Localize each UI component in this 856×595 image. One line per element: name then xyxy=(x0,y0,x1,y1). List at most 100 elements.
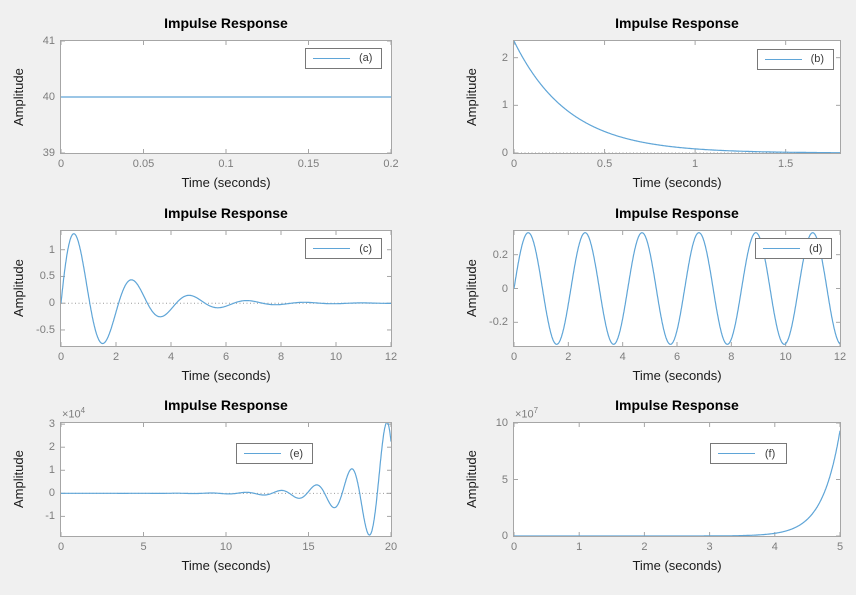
x-tick-label: 0.2 xyxy=(383,158,399,170)
x-axis-label: Time (seconds) xyxy=(181,368,271,383)
x-tick-label: 0.15 xyxy=(297,158,320,170)
subplot-b: Impulse Response Amplitude (b) Time (sec… xyxy=(464,15,841,190)
legend-line-sample xyxy=(243,453,281,455)
legend-label: (a) xyxy=(358,52,373,65)
y-axis-label: Amplitude xyxy=(11,259,26,318)
x-tick-label: 4 xyxy=(771,541,778,553)
y-tick-label: 1 xyxy=(48,464,55,477)
x-tick-label: 12 xyxy=(384,351,398,363)
x-tick-label: 0.05 xyxy=(132,158,155,170)
plot-title: Impulse Response xyxy=(615,15,739,31)
legend-label: (c) xyxy=(359,242,373,255)
x-tick-label: 0 xyxy=(57,351,65,363)
x-tick-label: 2 xyxy=(641,541,648,553)
x-axis-label: Time (seconds) xyxy=(181,558,271,573)
legend-line-sample xyxy=(764,58,802,60)
x-tick-label: 10 xyxy=(329,351,343,363)
legend[interactable]: (b) xyxy=(756,48,834,70)
x-axis-label: Time (seconds) xyxy=(632,175,722,190)
y-axis-multiplier: ×107 xyxy=(515,406,539,421)
y-tick-label: -1 xyxy=(45,510,55,523)
impulse-response-curve xyxy=(61,41,391,153)
subplot-c: Impulse Response Amplitude (c) Time (sec… xyxy=(11,205,397,383)
x-tick-label: 8 xyxy=(277,351,285,363)
legend-label: (d) xyxy=(809,242,823,255)
legend[interactable]: (e) xyxy=(235,443,313,465)
x-tick-label: 3 xyxy=(706,541,713,553)
x-tick-label: 0 xyxy=(57,158,65,170)
y-tick-label: 40 xyxy=(42,91,55,103)
y-axis-label: Amplitude xyxy=(464,68,479,126)
x-tick-label: 15 xyxy=(302,541,315,553)
legend-line-sample xyxy=(313,248,351,250)
y-tick-label: 41 xyxy=(42,35,55,47)
y-tick-label: 0 xyxy=(501,530,508,542)
x-tick-label: 4 xyxy=(167,351,175,363)
plot-title: Impulse Response xyxy=(615,205,739,221)
y-tick-label: 39 xyxy=(42,147,55,159)
x-tick-label: 5 xyxy=(836,541,844,553)
x-tick-label: 1 xyxy=(576,541,583,553)
x-tick-label: 1 xyxy=(692,158,699,170)
y-axis-label: Amplitude xyxy=(11,68,26,126)
legend-label: (f) xyxy=(764,447,776,460)
impulse-response-curve xyxy=(514,41,840,153)
legend-label: (e) xyxy=(289,447,304,460)
y-axis-label: Amplitude xyxy=(464,450,479,509)
x-tick-label: 20 xyxy=(384,541,398,553)
x-axis-label: Time (seconds) xyxy=(632,558,722,573)
y-tick-label: 3 xyxy=(48,418,55,431)
plot-title: Impulse Response xyxy=(164,15,288,31)
legend[interactable]: (d) xyxy=(755,238,833,260)
x-tick-label: 0.1 xyxy=(218,158,234,170)
x-tick-label: 6 xyxy=(673,351,681,363)
subplot-d: Impulse Response Amplitude (d) Time (sec… xyxy=(464,205,846,383)
legend[interactable]: (a) xyxy=(305,47,383,69)
plot-title: Impulse Response xyxy=(164,205,288,221)
x-tick-label: 2 xyxy=(112,351,120,363)
y-axis-label: Amplitude xyxy=(11,450,26,509)
impulse-response-curve xyxy=(61,231,391,346)
impulse-response-curve xyxy=(514,423,840,536)
impulse-response-curve xyxy=(61,423,391,536)
legend[interactable]: (f) xyxy=(709,443,787,465)
x-tick-label: 4 xyxy=(619,351,626,363)
plot-title: Impulse Response xyxy=(615,397,739,413)
x-axis-label: Time (seconds) xyxy=(632,368,722,383)
x-tick-label: 2 xyxy=(565,351,572,363)
y-tick-label: -0.2 xyxy=(489,316,508,329)
subplot-a: Impulse Response Amplitude (a) Time (sec… xyxy=(11,15,399,190)
subplot-f: Impulse Response ×107 Amplitude (f) Time… xyxy=(464,397,843,573)
x-tick-label: 0 xyxy=(510,351,518,363)
legend-line-sample xyxy=(763,248,801,250)
x-tick-label: 0 xyxy=(57,541,65,553)
legend-label: (b) xyxy=(810,53,825,66)
y-tick-label: 0.5 xyxy=(39,270,55,283)
x-tick-label: 10 xyxy=(779,351,792,363)
y-tick-label: 0 xyxy=(48,297,55,310)
legend-line-sample xyxy=(313,57,351,59)
x-tick-label: 12 xyxy=(833,351,847,363)
x-tick-label: 5 xyxy=(140,541,147,553)
y-axis-multiplier: ×104 xyxy=(62,406,86,421)
x-tick-label: 0.5 xyxy=(596,158,613,170)
y-tick-label: 0 xyxy=(501,147,508,159)
x-tick-label: 10 xyxy=(219,541,233,553)
y-tick-label: 1 xyxy=(501,99,508,112)
x-tick-label: 0 xyxy=(510,158,518,170)
y-tick-label: 0 xyxy=(48,487,55,500)
plot-title: Impulse Response xyxy=(164,397,288,413)
x-axis-label: Time (seconds) xyxy=(181,175,271,190)
y-axis-label: Amplitude xyxy=(464,259,479,318)
subplot-e: Impulse Response ×104 Amplitude (e) Time… xyxy=(11,397,397,573)
y-tick-label: 0 xyxy=(501,282,508,295)
x-tick-label: 6 xyxy=(222,351,230,363)
y-tick-label: 1 xyxy=(48,243,55,256)
y-tick-label: 5 xyxy=(501,473,508,486)
y-tick-label: 10 xyxy=(495,417,508,429)
legend-line-sample xyxy=(717,453,755,455)
legend[interactable]: (c) xyxy=(305,238,383,260)
x-tick-label: 1.5 xyxy=(778,158,794,170)
y-tick-label: 2 xyxy=(501,51,508,64)
